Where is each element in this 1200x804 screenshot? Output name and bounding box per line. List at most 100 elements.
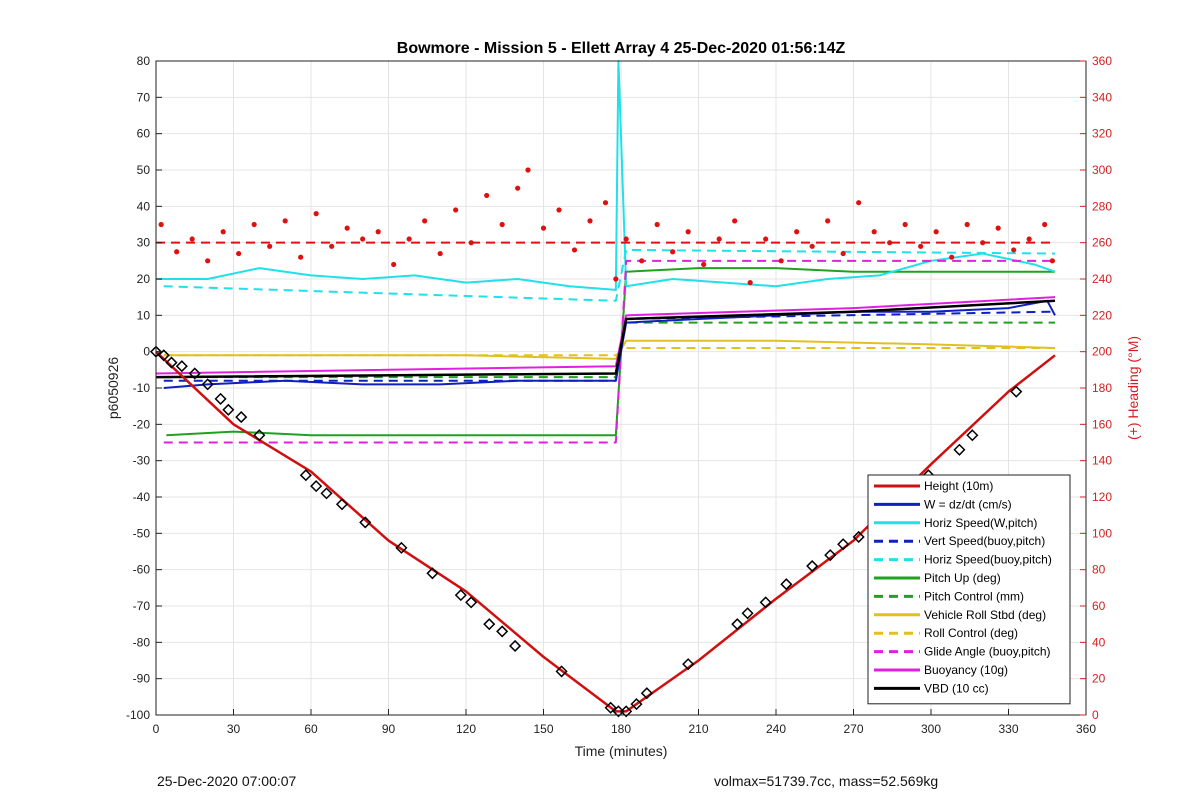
x-axis-label: Time (minutes) — [575, 743, 668, 759]
height-marker — [741, 607, 754, 620]
y-tick-label: -90 — [133, 672, 151, 686]
heading-point — [747, 280, 753, 286]
y2-tick-label: 120 — [1092, 490, 1112, 504]
heading-point — [174, 249, 180, 255]
x-tick-label: 90 — [382, 722, 396, 736]
heading-point — [360, 236, 366, 242]
legend-label-4: Horiz Speed(buoy,pitch) — [924, 553, 1052, 567]
heading-point — [933, 229, 939, 235]
x-tick-label: 0 — [153, 722, 160, 736]
heading-point — [453, 207, 459, 213]
heading-point — [763, 236, 769, 242]
y2-tick-label: 300 — [1092, 163, 1112, 177]
height-marker — [496, 625, 509, 638]
height-marker — [824, 549, 837, 562]
y2-tick-label: 360 — [1092, 54, 1112, 68]
legend-label-10: Buoyancy (10g) — [924, 663, 1008, 677]
series-line-10 — [155, 296, 1056, 375]
legend-label-3: Vert Speed(buoy,pitch) — [924, 534, 1045, 548]
heading-point — [623, 236, 629, 242]
height-marker — [299, 469, 312, 482]
heading-point — [189, 236, 195, 242]
y-tick-label: -30 — [133, 454, 151, 468]
heading-point — [856, 200, 862, 206]
legend-label-6: Pitch Control (mm) — [924, 589, 1024, 603]
heading-point — [515, 185, 521, 191]
heading-point — [1026, 236, 1032, 242]
legend-label-0: Height (10m) — [924, 479, 993, 493]
height-marker — [555, 665, 568, 678]
height-marker — [175, 360, 188, 373]
heading-point — [329, 243, 335, 249]
y2-tick-label: 180 — [1092, 381, 1112, 395]
heading-point — [236, 250, 242, 257]
height-marker — [454, 589, 467, 602]
heading-point — [995, 225, 1001, 231]
height-marker — [630, 698, 643, 711]
heading-point — [205, 258, 211, 264]
x-tick-label: 300 — [921, 722, 941, 736]
y-tick-label: 30 — [137, 236, 151, 250]
y2-tick-label: 80 — [1092, 563, 1106, 577]
heading-point — [809, 243, 815, 249]
height-marker — [188, 367, 201, 380]
y2-tick-label: 40 — [1092, 635, 1106, 649]
heading-point — [964, 221, 970, 228]
y2-tick-label: 340 — [1092, 90, 1112, 104]
y-tick-label: 70 — [137, 90, 151, 104]
height-marker — [966, 429, 979, 442]
series-line-11 — [155, 299, 1056, 379]
heading-point — [251, 221, 257, 228]
series-line-6 — [163, 321, 1055, 379]
height-marker — [837, 538, 850, 551]
height-marker — [335, 498, 349, 511]
x-tick-label: 120 — [456, 722, 476, 736]
y-tick-label: 50 — [137, 163, 151, 177]
y-tick-label: -80 — [133, 635, 151, 649]
y2-axis-label: (+) Heading (°M) — [1125, 336, 1141, 440]
heading-point — [794, 229, 800, 235]
y2-tick-label: 200 — [1092, 345, 1112, 359]
x-tick-label: 210 — [688, 722, 708, 736]
chart-title: Bowmore - Mission 5 - Ellett Array 4 25-… — [397, 40, 846, 57]
heading-point — [391, 261, 397, 268]
heading-point — [298, 254, 304, 260]
height-marker — [320, 487, 333, 500]
y2-tick-label: 320 — [1092, 127, 1112, 141]
axes: 0 30 60 90 120 150 180 210 240 270 300 330 360807060… — [126, 54, 1112, 736]
height-marker — [157, 349, 170, 362]
heading-point — [484, 192, 490, 199]
y-tick-label: 20 — [137, 272, 151, 286]
y-axis-label: p6050926 — [105, 357, 121, 420]
legend-label-7: Vehicle Roll Stbd (deg) — [924, 608, 1046, 622]
heading-point — [639, 258, 645, 264]
x-tick-label: 180 — [611, 722, 631, 736]
heading-point — [556, 207, 562, 213]
y2-tick-label: 60 — [1092, 599, 1106, 613]
y2-tick-label: 240 — [1092, 272, 1112, 286]
y-tick-label: -100 — [126, 708, 150, 722]
height-marker — [731, 618, 744, 631]
heading-point — [613, 276, 619, 282]
heading-point — [540, 225, 547, 231]
legend-label-1: W = dz/dt (cm/s) — [924, 497, 1012, 511]
heading-point — [571, 247, 578, 253]
x-tick-label: 30 — [227, 722, 241, 736]
heading-point — [282, 218, 288, 224]
height-marker — [426, 567, 439, 580]
marker-layer — [149, 345, 1023, 718]
height-marker — [201, 378, 214, 391]
series-line-4 — [163, 248, 1056, 302]
height-marker — [604, 701, 617, 714]
legend-label-5: Pitch Up (deg) — [924, 571, 1001, 585]
heading-point — [685, 229, 691, 235]
heading-point — [313, 211, 319, 217]
y2-tick-label: 140 — [1092, 454, 1112, 468]
heading-point — [871, 229, 877, 235]
y-tick-label: -50 — [133, 526, 151, 540]
y-tick-label: -70 — [133, 599, 151, 613]
height-marker — [253, 429, 266, 442]
height-marker — [483, 618, 496, 631]
heading-point — [732, 218, 738, 224]
y-tick-label: -60 — [133, 563, 151, 577]
